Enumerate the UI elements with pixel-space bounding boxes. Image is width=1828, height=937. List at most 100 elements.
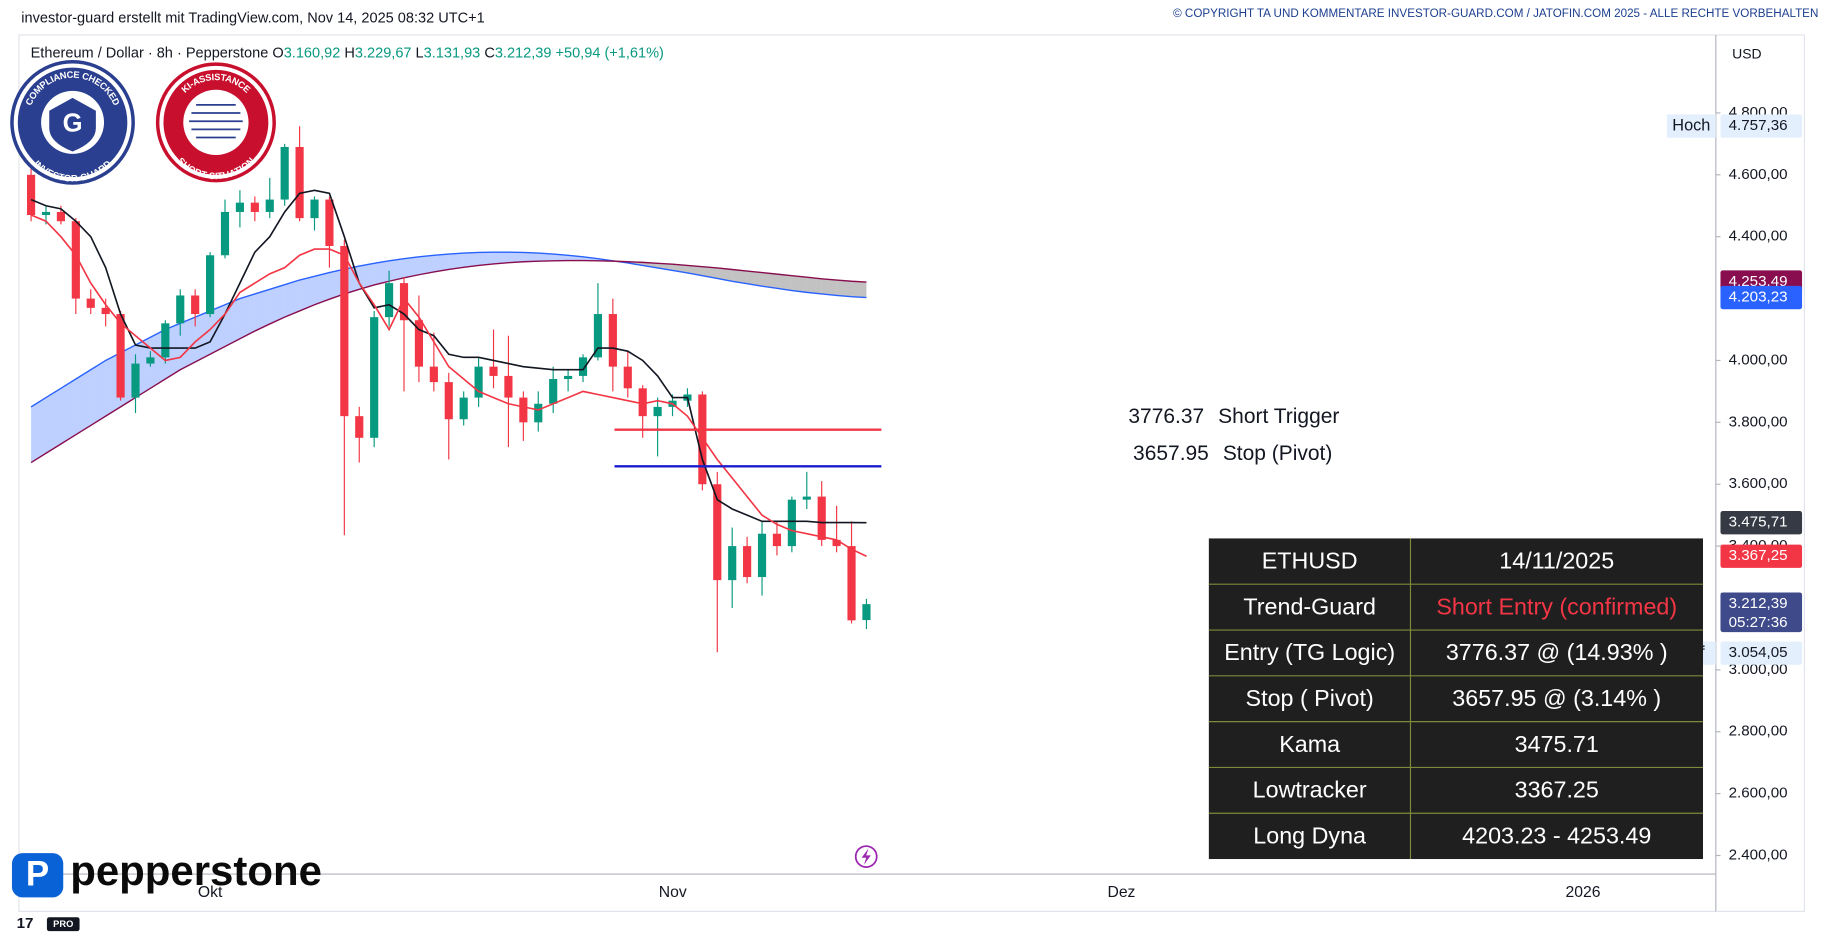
price-label: 3.054,05 [1729, 644, 1788, 661]
band-fill [791, 275, 807, 293]
event-icon[interactable] [854, 845, 878, 868]
brand-icon [11, 853, 64, 898]
band-fill [284, 280, 300, 318]
band-fill [418, 255, 434, 275]
band-fill [478, 252, 494, 266]
candle-body [280, 146, 289, 200]
candle-body [578, 357, 588, 376]
tv-badge-bg [46, 917, 80, 932]
candle-body [220, 211, 230, 256]
y-tick-label: 4.600,00 [1729, 166, 1788, 183]
candle-body [146, 357, 155, 364]
band-slow-line [30, 259, 867, 464]
candle-body [713, 484, 722, 581]
ohlc-value: 3.131,93 [424, 45, 481, 61]
candle-body [399, 283, 409, 321]
band-fill [836, 280, 852, 297]
y-tick-label: 3.000,00 [1729, 661, 1788, 678]
ohlc-value: 3.229,67 [355, 45, 412, 61]
band-fill [314, 272, 330, 305]
level-value: 3657.95 [1133, 442, 1209, 465]
band-fill [851, 281, 867, 298]
shield-letter: G [63, 109, 83, 137]
ohlc-value: 3.160,92 [284, 45, 341, 61]
y-tick-label: 4.000,00 [1729, 351, 1788, 368]
attribution: investor-guard erstellt mit TradingView.… [21, 10, 484, 26]
band-fill [448, 253, 464, 270]
price-tag-bg [1666, 114, 1716, 138]
candle-body [41, 211, 51, 216]
band-fill [433, 254, 449, 272]
candle-body [26, 174, 36, 216]
candle-body [623, 366, 632, 389]
currency: USD [1732, 45, 1762, 61]
band-fast-line [30, 251, 867, 408]
price-label-bg [1720, 641, 1803, 665]
band-fill [254, 289, 270, 332]
band-fill [45, 388, 61, 454]
candle-body [504, 375, 513, 398]
candle-body [295, 146, 304, 219]
band-fill [31, 397, 46, 463]
candle-body [459, 397, 468, 420]
table-cell: 3776.37 @ (14.93% ) [1446, 639, 1668, 665]
candle-body [116, 314, 125, 398]
price-label: 4.203,23 [1729, 289, 1788, 306]
indicator-line [30, 214, 867, 557]
price-label: 3.475,71 [1729, 514, 1788, 531]
candle-body [534, 403, 543, 423]
y-tick-label: 2.800,00 [1729, 723, 1788, 740]
x-tick-label: Dez [1107, 884, 1135, 901]
table-cell: Kama [1279, 731, 1340, 757]
candle-body [489, 366, 498, 376]
table-cell: 3475.71 [1515, 731, 1599, 757]
band-fill [463, 252, 479, 268]
band-fill [553, 254, 569, 261]
badge-inner [183, 89, 249, 156]
info-table [1208, 538, 1703, 860]
band-fill [239, 293, 255, 339]
candle-body [743, 546, 752, 578]
band-fill [747, 271, 763, 287]
price-label: 3.212,39 [1729, 595, 1788, 612]
band-fill [806, 277, 822, 294]
symbol-header: Ethereum / Dollar · 8h · Pepperstone O3.… [31, 45, 664, 61]
candle-body [385, 283, 394, 318]
band-fill [702, 266, 718, 279]
candle-body [131, 363, 140, 398]
indicator-line [30, 189, 867, 524]
candle-body [787, 499, 796, 547]
price-label-bg [1720, 592, 1803, 633]
price-label-sub: 05:27:36 [1729, 614, 1788, 631]
table-cell: Trend-Guard [1243, 593, 1376, 619]
price-label: 4.757,36 [1729, 117, 1788, 134]
table-cell: Short Entry (confirmed) [1436, 593, 1677, 619]
band-fill [732, 269, 748, 284]
candle-body [325, 199, 334, 246]
candle-body [653, 406, 662, 417]
ohlc-value: 3.212,39 [495, 45, 552, 61]
band-fill [538, 253, 554, 262]
x-tick-label: Nov [659, 884, 687, 901]
table-cell: Lowtracker [1253, 777, 1367, 803]
candle-body [191, 295, 200, 315]
level-name: Short Trigger [1218, 405, 1339, 428]
candle-body [444, 382, 453, 420]
band-fill [225, 298, 240, 347]
price-label: 4.253,49 [1729, 273, 1788, 290]
band-fill [269, 284, 285, 324]
candle-body [71, 221, 80, 299]
band-fill [776, 274, 792, 291]
band-fill [299, 276, 315, 311]
x-tick-label: 2026 [1565, 884, 1600, 901]
candle-body [608, 314, 617, 367]
candle-body [414, 320, 424, 367]
price-label-bg [1720, 511, 1803, 535]
band-fill [717, 267, 733, 282]
band-fill [90, 360, 106, 426]
shield-icon [49, 97, 96, 152]
band-fill [762, 272, 777, 289]
table-cell: Long Dyna [1253, 822, 1366, 848]
